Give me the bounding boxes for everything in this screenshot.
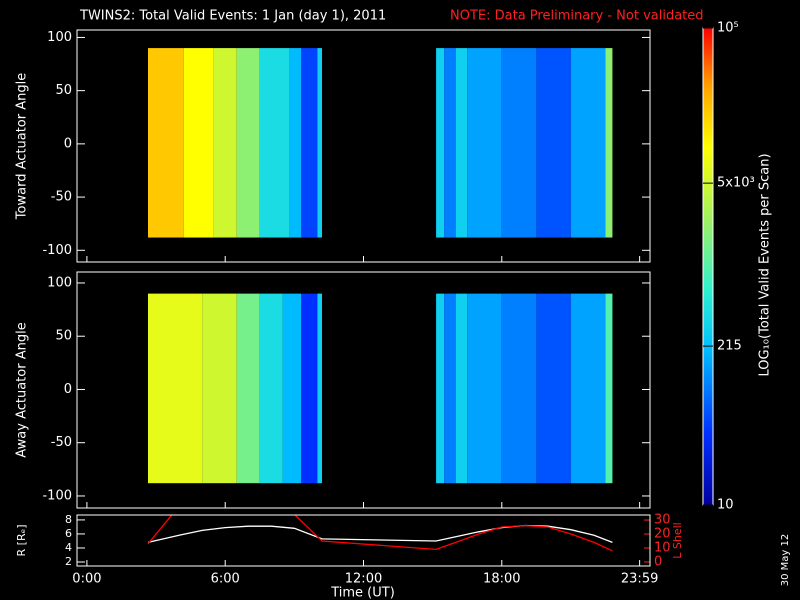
heatmap-cell <box>289 48 302 238</box>
y-tick-label: 100 <box>47 30 72 45</box>
panel: -100 -50 0 50 100 Toward Actuator Angle <box>15 29 651 263</box>
heatmap-cell <box>202 293 237 484</box>
heatmap-cell <box>301 293 318 484</box>
colorbar-label: LOG₁₀(Total Valid Events per Scan) <box>758 153 773 376</box>
y2-tick-label: 10 <box>654 540 671 555</box>
heatmap-cell <box>605 48 613 238</box>
heatmap-cell <box>317 48 323 238</box>
date-stamp: 30 May 12 <box>780 534 791 586</box>
heatmap-cell <box>467 48 502 238</box>
y-tick-label: -100 <box>42 488 72 503</box>
line <box>147 515 613 552</box>
y-axis-label: R [Rₑ] <box>15 525 28 557</box>
heatmap-cell <box>444 48 456 238</box>
heatmap-cell <box>436 48 445 238</box>
x-axis-label: Time (UT) <box>330 586 395 600</box>
colorbar-tick-label: 215 <box>717 339 742 354</box>
y-tick-label: -50 <box>51 435 72 450</box>
y-axis-label: Toward Actuator Angle <box>15 73 30 220</box>
heatmap-cell <box>147 48 184 238</box>
y-tick-label: 2 <box>65 555 72 568</box>
heatmap-cell <box>455 48 468 238</box>
heatmap-cell <box>570 293 606 484</box>
y-tick-label: 100 <box>47 275 72 290</box>
note: NOTE: Data Preliminary - Not validated <box>450 9 704 24</box>
heatmap-cell <box>147 293 203 484</box>
heatmap-cell <box>444 293 456 484</box>
y-tick-label: 0 <box>64 136 72 151</box>
y-tick-label: 50 <box>55 83 72 98</box>
y2-tick-label: 20 <box>654 527 671 542</box>
heatmap-cell <box>236 293 260 484</box>
x-tick-label: 18:00 <box>483 572 520 587</box>
heatmap-cell <box>536 293 571 484</box>
heatmap-cell <box>570 48 606 238</box>
colorbar-tick-label: 10⁵ <box>717 21 739 36</box>
heatmap-cell <box>317 293 323 484</box>
heatmap-cell <box>282 293 302 484</box>
x-tick-label: 23:59 <box>621 572 658 587</box>
y-tick-label: 8 <box>65 513 72 526</box>
y-tick-label: -100 <box>42 243 72 258</box>
chart-title: TWINS2: Total Valid Events: 1 Jan (day 1… <box>79 9 386 24</box>
heatmap-cell <box>455 293 468 484</box>
heatmap-cell <box>259 293 283 484</box>
colorbar-tick-label: 10 <box>717 498 734 513</box>
heatmap-cell <box>236 48 260 238</box>
heatmap-cell <box>536 48 571 238</box>
colorbar-tick-label: 5x10³ <box>717 176 755 191</box>
panel: -100 -50 0 50 100 Away Actuator Angle <box>15 271 651 509</box>
y-axis-label: Away Actuator Angle <box>15 322 30 457</box>
heatmap-cell <box>605 293 613 484</box>
y-tick-label: 50 <box>55 329 72 344</box>
x-tick-label: 12:00 <box>345 572 382 587</box>
y-tick-label: 6 <box>65 527 72 540</box>
y2-tick-label: 0 <box>654 554 662 569</box>
x-tick-label: 0:00 <box>72 572 101 587</box>
heatmap-cell <box>183 48 214 238</box>
y2-tick-label: 30 <box>654 513 671 528</box>
heatmap-cell <box>436 293 445 484</box>
heatmap-cell <box>259 48 290 238</box>
heatmap-cell <box>501 48 537 238</box>
y2-axis-label: L Shell <box>671 522 684 558</box>
colorbar <box>702 27 714 506</box>
y-tick-label: 4 <box>65 541 72 554</box>
y-tick-label: -50 <box>51 190 72 205</box>
heatmap-cell <box>301 48 318 238</box>
heatmap-cell <box>467 293 502 484</box>
line <box>147 524 613 544</box>
x-tick-label: 6:00 <box>211 572 240 587</box>
y-tick-label: 0 <box>64 382 72 397</box>
heatmap-cell <box>501 293 537 484</box>
heatmap-cell <box>213 48 237 238</box>
